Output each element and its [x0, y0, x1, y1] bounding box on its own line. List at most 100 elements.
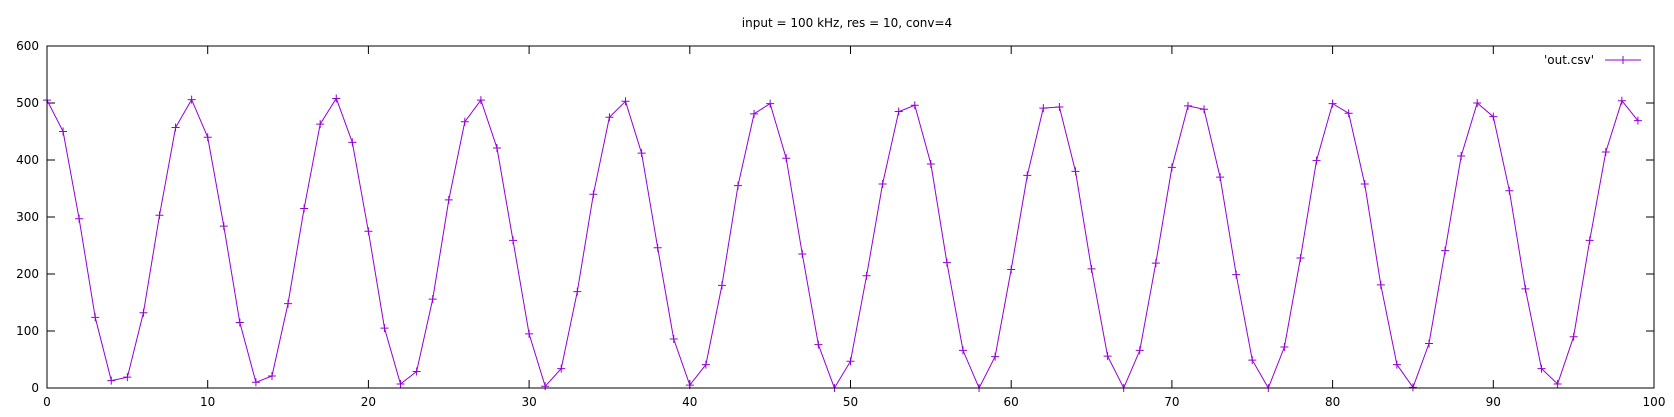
data-point-marker — [910, 101, 919, 110]
data-point-marker — [1312, 156, 1321, 165]
data-point-marker — [1248, 356, 1257, 365]
data-point-marker — [1553, 380, 1562, 389]
data-point-marker — [1344, 109, 1353, 118]
data-point-marker — [348, 138, 357, 147]
data-point-marker — [412, 367, 421, 376]
x-tick-label: 80 — [1325, 395, 1340, 409]
data-point-marker — [782, 154, 791, 163]
data-point-marker — [171, 123, 180, 132]
chart-title: input = 100 kHz, res = 10, conv=4 — [742, 16, 952, 30]
x-tick-label: 20 — [361, 395, 376, 409]
data-point-marker — [300, 204, 309, 213]
legend-marker — [1619, 56, 1627, 64]
data-point-marker — [251, 378, 260, 387]
data-point-marker — [91, 313, 100, 322]
y-tick-label: 0 — [31, 381, 39, 395]
data-point-marker — [926, 159, 935, 168]
data-point-marker — [1425, 339, 1434, 348]
data-point-marker — [1457, 152, 1466, 161]
data-point-marker — [155, 211, 164, 220]
data-point-marker — [187, 95, 196, 104]
data-point-marker — [958, 346, 967, 355]
x-tick-label: 40 — [682, 395, 697, 409]
data-point-marker — [1633, 116, 1642, 125]
data-point-marker — [267, 372, 276, 381]
data-point-marker — [284, 299, 293, 308]
data-point-marker — [1360, 179, 1369, 188]
data-point-marker — [1585, 236, 1594, 245]
data-point-marker — [1055, 102, 1064, 111]
x-tick-label: 60 — [1004, 395, 1019, 409]
data-point-marker — [1441, 246, 1450, 255]
data-point-marker — [862, 271, 871, 280]
plot-frame — [46, 45, 1655, 389]
y-tick-label: 500 — [16, 96, 39, 110]
y-tick-label: 200 — [16, 267, 39, 281]
y-tick-label: 100 — [16, 324, 39, 338]
data-point-marker — [846, 357, 855, 366]
data-point-marker — [798, 250, 807, 259]
data-point-marker — [1087, 264, 1096, 273]
data-point-marker — [525, 329, 534, 338]
data-point-marker — [637, 149, 646, 158]
data-point-marker — [734, 181, 743, 190]
data-point-marker — [557, 364, 566, 373]
x-axis: 0 10 20 30 40 50 60 70 80 90 100 — [43, 46, 1665, 409]
data-point-marker — [814, 340, 823, 349]
x-tick-label: 30 — [521, 395, 536, 409]
data-point-marker — [428, 295, 437, 304]
data-point-marker — [1537, 364, 1546, 373]
data-point-marker — [894, 107, 903, 116]
data-point-marker — [1071, 167, 1080, 176]
x-tick-label: 0 — [43, 395, 51, 409]
data-point-marker — [1617, 96, 1626, 105]
data-point-marker — [1328, 99, 1337, 108]
data-point-marker — [1039, 104, 1048, 113]
data-point-marker — [1505, 186, 1514, 195]
data-point-marker — [1296, 254, 1305, 263]
data-point-marker — [621, 97, 630, 106]
y-tick-label: 400 — [16, 153, 39, 167]
data-point-marker — [444, 195, 453, 204]
data-point-marker — [1135, 346, 1144, 355]
data-point-marker — [219, 222, 228, 231]
data-point-marker — [1216, 173, 1225, 182]
data-point-marker — [589, 190, 598, 199]
data-point-marker — [396, 380, 405, 389]
data-point-marker — [139, 308, 148, 317]
data-point-marker — [316, 120, 325, 129]
data-point-marker — [380, 324, 389, 333]
data-point-marker — [364, 227, 373, 236]
data-point-marker — [1408, 383, 1417, 392]
data-point-marker — [991, 352, 1000, 361]
data-point-marker — [1103, 352, 1112, 361]
data-point-marker — [1569, 332, 1578, 341]
data-point-marker — [59, 127, 68, 136]
data-point-marker — [1521, 284, 1530, 293]
data-point-marker — [1151, 259, 1160, 268]
data-point-marker — [1007, 265, 1016, 274]
legend: 'out.csv' — [1544, 53, 1641, 67]
x-tick-label: 10 — [200, 395, 215, 409]
data-point-marker — [717, 281, 726, 290]
data-point-marker — [1601, 148, 1610, 157]
data-point-marker — [123, 373, 132, 382]
data-point-marker — [1376, 280, 1385, 289]
data-point-marker — [541, 382, 550, 391]
data-point-marker — [107, 376, 116, 385]
data-point-marker — [1280, 342, 1289, 351]
data-point-marker — [476, 96, 485, 105]
data-point-marker — [701, 360, 710, 369]
data-point-marker — [942, 258, 951, 267]
data-point-marker — [460, 117, 469, 126]
data-point-marker — [75, 214, 84, 223]
data-point-marker — [1232, 270, 1241, 279]
data-point-marker — [1200, 105, 1209, 114]
y-axis: 0 100 200 300 400 500 600 — [16, 39, 1654, 395]
data-point-marker — [1023, 171, 1032, 180]
data-point-marker — [492, 144, 501, 153]
legend-label: 'out.csv' — [1544, 53, 1594, 67]
data-point-marker — [605, 113, 614, 122]
data-point-marker — [1489, 112, 1498, 121]
